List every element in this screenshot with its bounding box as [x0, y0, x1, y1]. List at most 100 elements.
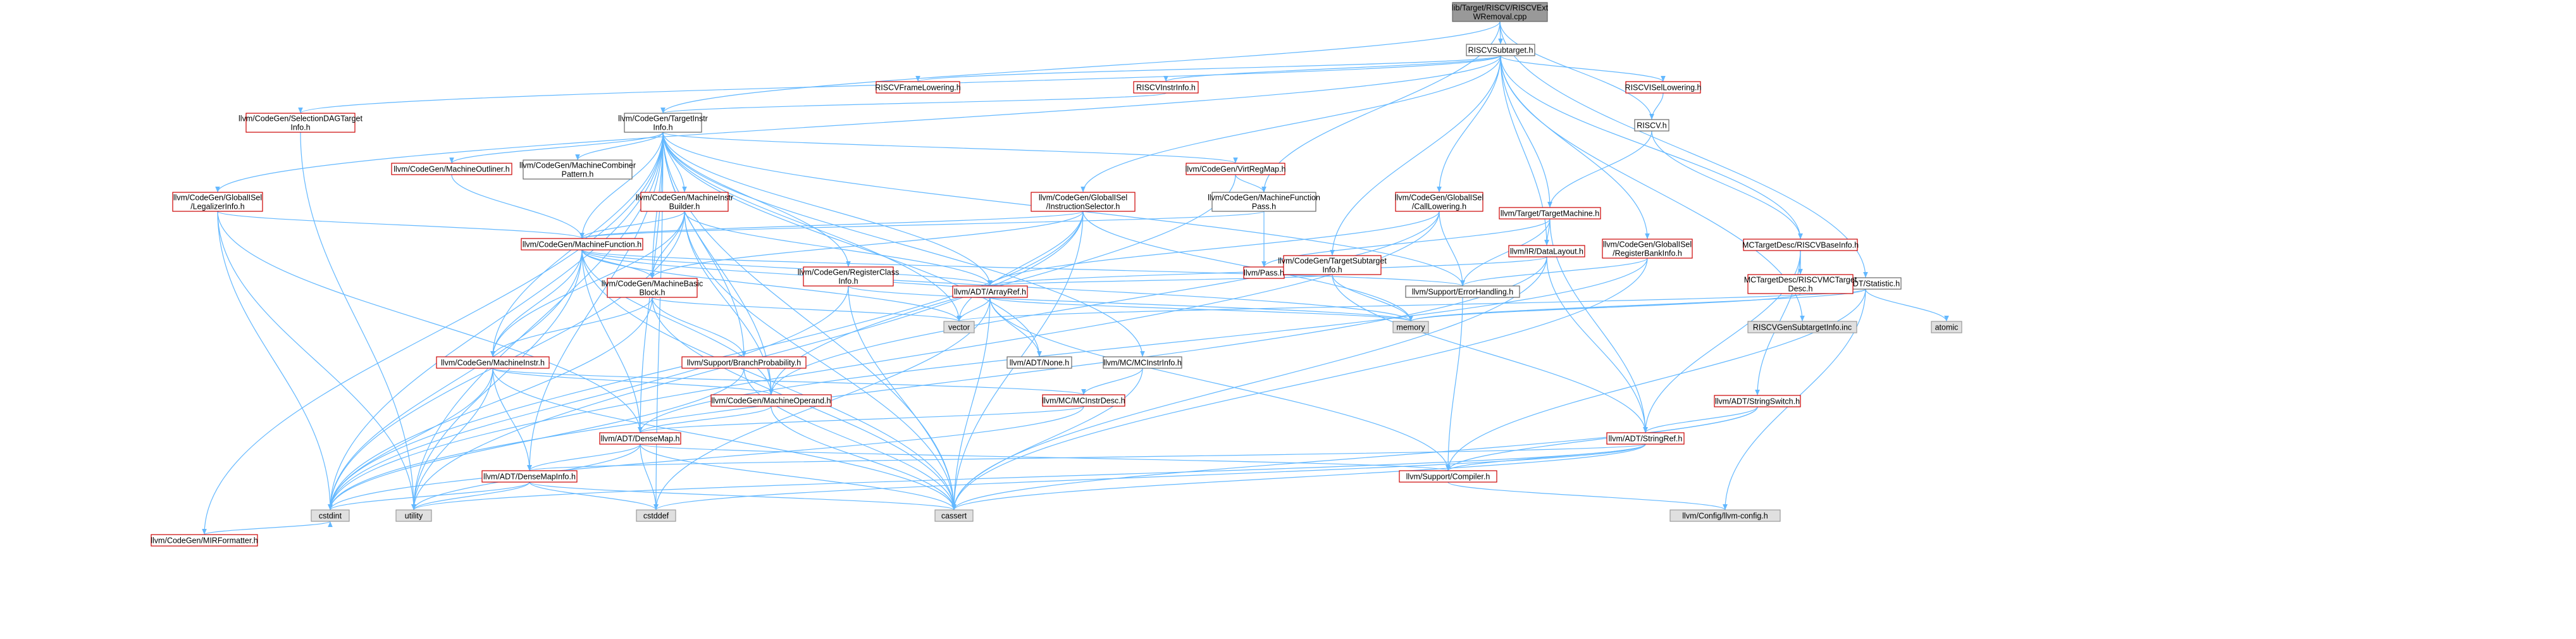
edge-arrowhead	[660, 108, 666, 113]
edge-arrowhead	[527, 465, 532, 471]
node-frame-lowering[interactable]: RISCVFrameLowering.h	[875, 81, 961, 94]
node-dense-map-info[interactable]: llvm/ADT/DenseMapInfo.h	[481, 470, 578, 483]
edge-dense_map-to-cassert	[640, 444, 955, 511]
edge-machine_function-to-vector	[581, 249, 960, 322]
edge-target_machine-to-error_handling	[1462, 218, 1551, 287]
node-mir-formatter[interactable]: llvm/CodeGen/MIRFormatter.h	[151, 534, 258, 547]
node-machine-function[interactable]: llvm/CodeGen/MachineFunction.h	[521, 238, 643, 251]
edge-inst_selector-to-mbb	[652, 211, 1084, 279]
node-label: llvm/Support/ErrorHandling.h	[1412, 288, 1514, 297]
edge-subtarget-to-instr_info	[1165, 55, 1501, 82]
node-branch-prob[interactable]: llvm/Support/BranchProbability.h	[681, 356, 807, 369]
edge-root-to-target_instr_info	[662, 21, 1501, 114]
edge-inst_selector-to-memory	[1082, 211, 1411, 322]
node-reg-bank-info[interactable]: llvm/CodeGen/GlobalISel/RegisterBankInfo…	[1602, 239, 1693, 259]
node-label: /LegalizerInfo.h	[190, 202, 245, 211]
edge-compiler-to-llvm_config	[1447, 481, 1726, 511]
edge-data_layout-to-string_ref	[1546, 256, 1646, 433]
node-machine-outliner[interactable]: llvm/CodeGen/MachineOutliner.h	[391, 163, 512, 175]
edge-target_instr_info-to-virt_reg_map	[662, 132, 1236, 164]
node-machine-operand[interactable]: llvm/CodeGen/MachineOperand.h	[710, 394, 832, 407]
edge-machine_function-to-error_handling	[581, 249, 1463, 287]
edge-string_ref-to-cassert	[953, 444, 1646, 511]
node-box	[1625, 81, 1701, 94]
edge-arrowhead	[741, 351, 746, 357]
edge-machine_instr-to-cstdint	[330, 368, 493, 511]
node-label: RISCVGenSubtargetInfo.inc	[1753, 323, 1852, 332]
node-data-layout[interactable]: llvm/IR/DataLayout.h	[1508, 245, 1585, 257]
node-label: cstdint	[319, 512, 342, 521]
edge-legalizer_info-to-cstdint	[217, 211, 331, 511]
edge-mbb-to-cstdint	[330, 297, 653, 511]
node-label: llvm/ADT/DenseMapInfo.h	[483, 473, 576, 481]
edge-reg_class_info-to-memory	[848, 285, 1411, 322]
edge-riscv_h-to-target_machine	[1549, 130, 1652, 208]
node-dense-map[interactable]: llvm/ADT/DenseMap.h	[599, 432, 681, 445]
node-inst-selector[interactable]: llvm/CodeGen/GlobalISel/InstructionSelec…	[1031, 192, 1136, 212]
node-label: /CallLowering.h	[1412, 202, 1466, 211]
node-label: llvm/Config/llvm-config.h	[1682, 512, 1768, 521]
node-array-ref[interactable]: llvm/ADT/ArrayRef.h	[952, 285, 1028, 298]
node-label: vector	[948, 323, 970, 332]
node-label: MCTargetDesc/RISCVBaseInfo.h	[1742, 241, 1859, 250]
node-box	[1606, 432, 1685, 445]
node-box	[934, 509, 974, 522]
edge-sdag_target_info-to-utility	[300, 132, 414, 511]
node-string-ref[interactable]: llvm/ADT/StringRef.h	[1606, 432, 1685, 445]
node-memory: memory	[1392, 321, 1429, 333]
edge-machine_function-to-cassert	[581, 249, 955, 511]
node-isel-lowering[interactable]: RISCVISelLowering.h	[1625, 81, 1702, 94]
edge-call_lowering-to-array_ref	[989, 211, 1440, 287]
node-mc-instr-desc[interactable]: llvm/MC/MCInstrDesc.h	[1042, 394, 1125, 407]
edge-mbb-to-vector	[652, 297, 960, 322]
node-box	[1634, 119, 1669, 132]
node-target-machine[interactable]: llvm/Target/TargetMachine.h	[1499, 207, 1601, 220]
node-riscv-h[interactable]: RISCV.h	[1634, 119, 1669, 132]
node-subtarget[interactable]: RISCVSubtarget.h	[1466, 44, 1535, 56]
node-legalizer-info[interactable]: llvm/CodeGen/GlobalISel/LegalizerInfo.h	[172, 192, 263, 212]
node-box	[1006, 356, 1072, 369]
node-none-h[interactable]: llvm/ADT/None.h	[1006, 356, 1072, 369]
edge-error_handling-to-compiler	[1447, 297, 1463, 471]
edge-machine_instr-to-machine_operand	[492, 368, 772, 395]
node-box	[1747, 321, 1857, 333]
node-error-handling[interactable]: llvm/Support/ErrorHandling.h	[1405, 285, 1520, 298]
node-base-info[interactable]: MCTargetDesc/RISCVBaseInfo.h	[1742, 239, 1859, 251]
node-pass-h[interactable]: llvm/Pass.h	[1243, 266, 1285, 279]
edge-mi_builder-to-machine_instr	[492, 211, 685, 357]
edge-instr_info-to-target_instr_info	[662, 92, 1167, 114]
edge-array_ref-to-cassert	[953, 297, 991, 511]
node-machine-instr[interactable]: llvm/CodeGen/MachineInstr.h	[436, 356, 550, 369]
node-call-lowering[interactable]: llvm/CodeGen/GlobalISel/CallLowering.h	[1395, 192, 1483, 212]
node-mc-instr-info[interactable]: llvm/MC/MCInstrInfo.h	[1103, 356, 1182, 369]
edge-arrowhead	[682, 187, 687, 192]
node-instr-info[interactable]: RISCVInstrInfo.h	[1133, 81, 1199, 94]
node-compiler[interactable]: llvm/Support/Compiler.h	[1399, 470, 1497, 483]
node-box	[640, 192, 729, 212]
node-string-switch[interactable]: llvm/ADT/StringSwitch.h	[1714, 395, 1801, 407]
node-box	[521, 238, 643, 251]
edge-branch_prob-to-cstdint	[330, 368, 745, 511]
edge-arrowhead	[1261, 187, 1266, 192]
edge-string_ref-to-cstddef	[655, 444, 1646, 511]
node-virt-reg-map[interactable]: llvm/CodeGen/VirtRegMap.h	[1186, 163, 1286, 175]
edge-statistic-to-atomic	[1865, 288, 1947, 322]
edge-tsi-to-string_ref	[1332, 274, 1646, 433]
edge-arrowhead	[988, 280, 993, 286]
node-box	[1452, 2, 1548, 22]
node-box	[1392, 321, 1429, 333]
edge-string_ref-to-dense_map_info	[529, 444, 1646, 471]
node-label: RISCVInstrInfo.h	[1136, 84, 1196, 92]
edge-legalizer_info-to-utility	[217, 211, 414, 511]
node-label: llvm/Target/TargetMachine.h	[1501, 209, 1599, 218]
node-box	[172, 192, 263, 212]
